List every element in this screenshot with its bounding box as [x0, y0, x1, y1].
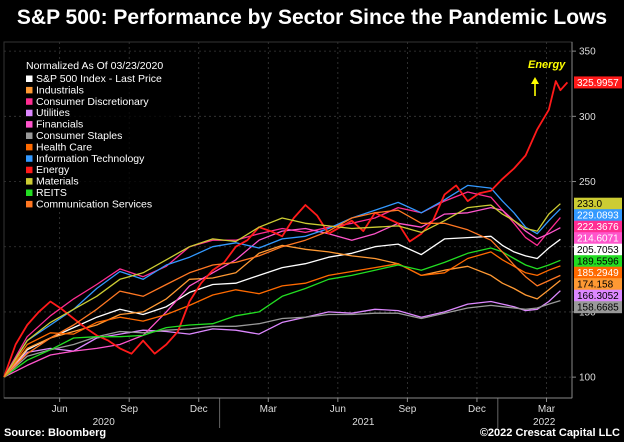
x-axis: Jun Sep Dec Mar Jun Sep Dec Mar 2020 2021 2022 [4, 397, 572, 428]
value-label-text: 325.9957 [577, 78, 619, 89]
value-label-text: 174.158 [577, 280, 614, 291]
legend-entry: Materials [36, 176, 79, 188]
series-line-communication-services [3, 209, 561, 378]
value-label-box [574, 243, 622, 256]
series-line-reits [3, 247, 561, 378]
legend-entry: Consumer Discretionary [36, 96, 149, 108]
legend-box [23, 59, 178, 211]
chart-title: S&P 500: Performance by Sector Since the… [16, 6, 608, 29]
legend-swatch [26, 121, 33, 128]
legend-swatch [26, 75, 33, 82]
value-label-box [574, 266, 622, 279]
legend-entry: Energy [36, 164, 70, 176]
legend-entry: REITS [36, 187, 67, 199]
copyright-note: ©2022 Crescat Capital LLC [479, 427, 620, 439]
value-label-text: 222.3676 [577, 222, 619, 233]
series-line-s-p-500-index-last-price [3, 235, 561, 378]
x-tick-label: Mar [538, 404, 556, 415]
year-separators [219, 398, 499, 428]
x-year-label: 2020 [93, 417, 116, 428]
legend-swatch [26, 98, 33, 105]
value-label-box [574, 289, 622, 302]
y-tick-label: 350 [579, 47, 596, 58]
x-tick-label: Jun [330, 404, 346, 415]
legend-swatch [26, 86, 33, 94]
series-lines [3, 80, 569, 378]
series-line-information-technology [3, 184, 561, 378]
value-label-text: 185.2949 [577, 268, 619, 279]
legend-entry: Utilities [36, 107, 70, 119]
last-value-labels: 325.9957 233.0229.0893222.3676214.6071205… [574, 76, 622, 314]
value-label-text: 214.6071 [577, 234, 619, 245]
value-label-box [574, 197, 622, 210]
legend-entry: Health Care [36, 141, 92, 153]
legend-title: Normalized As Of 03/23/2020 [26, 60, 163, 72]
x-year-label: 2022 [533, 417, 556, 428]
legend-swatch [26, 166, 33, 174]
value-label-box [574, 209, 622, 222]
value-label-box [574, 220, 622, 233]
y-tick-label: 250 [579, 177, 596, 188]
annotation-label: Energy [528, 59, 566, 71]
x-tick-label: Dec [190, 404, 208, 415]
series-line-consumer-staples [3, 299, 561, 378]
x-tick-label: Mar [260, 404, 278, 415]
value-label-text: 158.6685 [577, 303, 619, 314]
series-line-utilities [3, 290, 561, 378]
legend-entry: Consumer Staples [36, 130, 122, 142]
value-label-text: 166.3052 [577, 291, 619, 302]
value-label-box [574, 76, 622, 89]
legend-swatch [26, 200, 33, 208]
x-year-label: 2021 [352, 417, 375, 428]
legend-entry: S&P 500 Index - Last Price [36, 73, 162, 85]
x-tick-label: Sep [120, 404, 138, 415]
legend-swatch [26, 132, 33, 139]
series-line-materials [3, 203, 561, 378]
legend-entry: Information Technology [36, 153, 145, 165]
x-tick-label: Jun [52, 404, 68, 415]
legend-swatch [26, 178, 33, 185]
value-label-text: 233.0 [577, 199, 602, 210]
annotation-arrow-head [531, 77, 539, 84]
value-label-text: 229.0893 [577, 211, 619, 222]
value-label-text: 205.7053 [577, 245, 619, 256]
legend-swatch [26, 155, 33, 162]
value-label-box [574, 301, 622, 314]
series-line-health-care [3, 251, 561, 378]
energy-annotation: Energy [528, 59, 566, 96]
value-label-box [574, 255, 622, 268]
y-tick-label: 300 [579, 112, 596, 123]
x-tick-label: Sep [398, 404, 416, 415]
x-tick-label: Dec [468, 404, 486, 415]
value-label-box [574, 232, 622, 245]
legend-swatch [26, 109, 33, 117]
value-label-text: 189.5596 [577, 257, 619, 268]
y-tick-label: 100 [579, 373, 596, 384]
value-label-box [574, 278, 622, 291]
legend-swatch [26, 143, 33, 151]
source-note: Source: Bloomberg [4, 427, 107, 439]
legend-swatch [26, 189, 33, 196]
series-line-financials [3, 206, 561, 378]
legend-entry: Communication Services [36, 198, 152, 210]
legend-entry: Industrials [36, 84, 84, 96]
legend-entry: Financials [36, 119, 83, 131]
